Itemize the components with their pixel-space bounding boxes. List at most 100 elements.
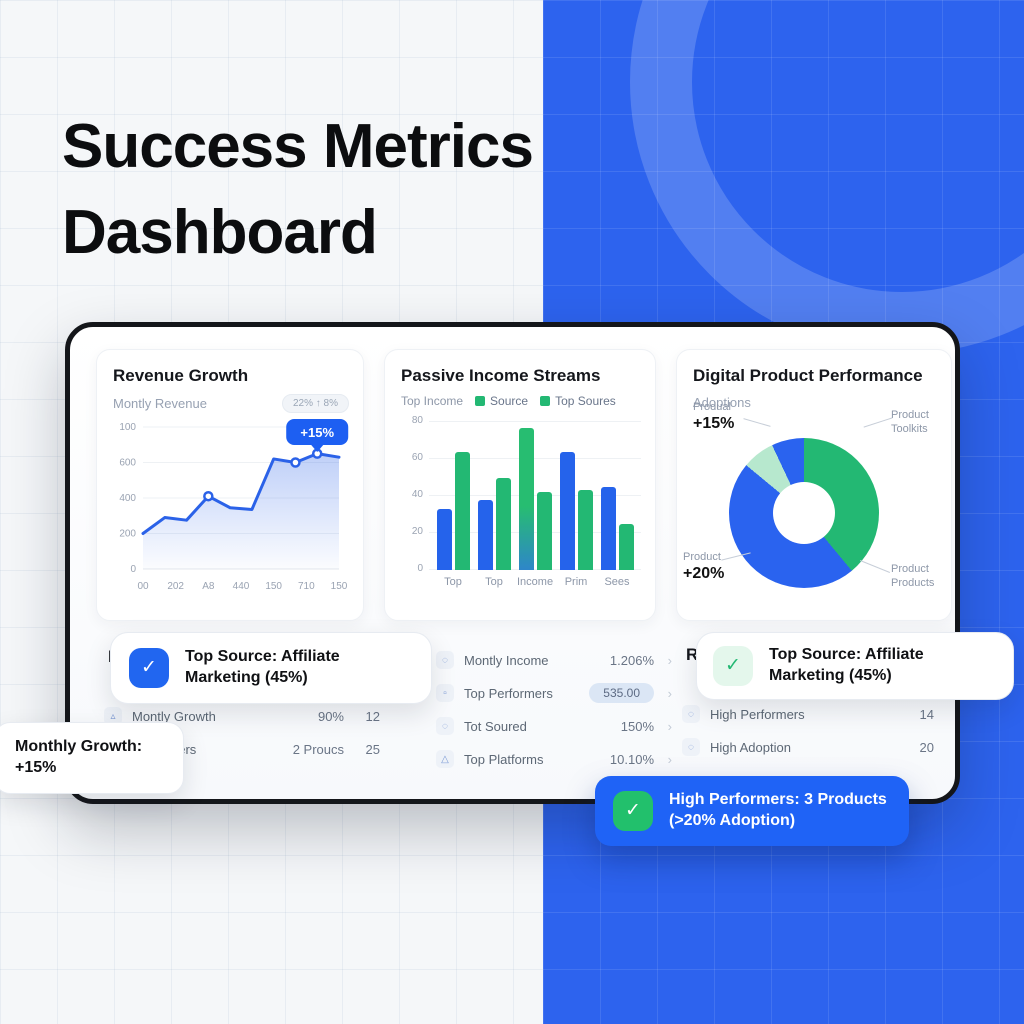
bar-category-label: Prim <box>564 576 588 588</box>
bar <box>454 451 470 570</box>
chevron-right-icon[interactable]: › <box>667 685 672 701</box>
callout-top-source-blue[interactable]: ✓ Top Source: Affiliate Marketing (45%) <box>110 632 432 704</box>
list-item[interactable]: ▵ Montly Growth 90% 12 <box>104 705 380 727</box>
y-tick-label: 200 <box>119 529 136 540</box>
y-tick-label: 400 <box>119 493 136 504</box>
panel-title: Passive Income Streams <box>401 366 601 385</box>
chevron-right-icon[interactable]: › <box>667 718 672 734</box>
donut-label-text: Product <box>891 563 929 575</box>
list-item[interactable]: ◌ High Performers 14 <box>682 703 934 725</box>
donut-chart <box>729 438 879 588</box>
bar-category-label: Income <box>517 576 554 588</box>
bar <box>518 427 534 570</box>
decorative-ring <box>630 0 1024 354</box>
row-label: Top Platforms <box>464 751 544 767</box>
green-swatch-icon <box>475 396 486 406</box>
legend-label: Source <box>490 394 529 408</box>
bar-group <box>599 422 635 570</box>
donut-label-text: Product <box>683 551 721 563</box>
bar-chart-legend: Top Income Source Top Soures <box>401 394 641 408</box>
gridline: 80 <box>412 415 641 426</box>
stats-heading-right: R <box>686 645 699 664</box>
row-count: 14 <box>919 706 934 722</box>
bar-group <box>558 422 594 570</box>
line-chart-svg: 100 600 400 200 000 202 A8 440 150 710 150 +15% <box>119 419 349 592</box>
legend-label: Top Soures <box>555 394 616 408</box>
row-value: 535.00 <box>589 683 654 703</box>
bar <box>436 508 452 570</box>
row-label: High Adoption <box>710 739 791 755</box>
stats-rows-right: ◌ High Performers 14 ◌ High Adoption 20 <box>682 703 934 758</box>
callout-text: High Performers: 3 Products (>20% Adopti… <box>669 791 887 829</box>
circle-icon: ◌ <box>436 651 454 669</box>
callout-top-source-green[interactable]: ✓ Top Source: Affiliate Marketing (45%) <box>696 632 1014 700</box>
donut-label-text: Product <box>891 409 929 421</box>
bar-chart-x-labels: Top Top Income Prim Sees <box>429 576 641 588</box>
x-tick-label: 00 <box>137 581 149 592</box>
bar <box>618 523 634 570</box>
y-tick-label: 600 <box>119 458 136 469</box>
page-title: Success Metrics Dashboard <box>62 112 534 267</box>
donut-label-bottom-left: Product +20% <box>683 550 724 585</box>
row-count: 12 <box>365 708 380 724</box>
triangle-icon: ▵ <box>104 707 122 725</box>
chevron-right-icon[interactable]: › <box>667 751 672 767</box>
bar-category-label: Top <box>444 576 462 588</box>
list-item[interactable]: ◌ High Adoption 20 <box>682 736 934 758</box>
x-tick-label: 150 <box>331 581 348 592</box>
chevron-right-icon[interactable]: › <box>667 652 672 668</box>
circle-icon: ◌ <box>682 705 700 723</box>
row-value: 10.10% <box>609 751 654 767</box>
gridline: 20 <box>412 526 641 537</box>
panel-subtitle: Montly Revenue <box>113 396 207 411</box>
bar <box>495 477 511 570</box>
revenue-line-chart: 100 600 400 200 0 00 202 A8 440 150 710 150 +15% <box>113 419 349 616</box>
list-item[interactable]: △ Top Platforms 10.10% › <box>436 748 672 770</box>
panel-subtitle: Adoptions <box>693 395 751 410</box>
row-value: 2 Proucs <box>292 741 344 757</box>
square-icon: ▫ <box>436 684 454 702</box>
check-icon: ✓ <box>713 645 753 686</box>
bar-category-label: Top <box>485 576 503 588</box>
row-label: High Performers <box>710 706 805 722</box>
y-tick-label: 0 <box>130 564 136 575</box>
dashboard-card: Revenue Growth Montly Revenue 22% ↑ 8% 1… <box>65 322 960 804</box>
bar <box>577 490 593 570</box>
gridline: 40 <box>412 489 641 500</box>
x-tick-label: 202 <box>167 581 184 592</box>
list-item[interactable]: ◌ Tot Soured 150% › <box>436 715 672 737</box>
row-label: Top Performers <box>464 685 553 701</box>
list-item[interactable]: ▫ Top Performers 535.00 › <box>436 682 672 704</box>
legend-muted-label: Top Income <box>401 394 464 408</box>
x-tick-label: 150 <box>265 581 282 592</box>
list-item[interactable]: ◌ Montly Income 1.206% › <box>436 649 672 671</box>
y-tick-label: 40 <box>411 489 423 500</box>
gridline: 0 <box>417 563 641 574</box>
donut-label-bottom-right: Product Products <box>891 562 934 591</box>
callout-text: Top Source: Affiliate Marketing (45%) <box>185 648 340 686</box>
y-tick-label: 0 <box>417 563 423 574</box>
donut-label-text: Products <box>891 577 935 590</box>
callout-text: Top Source: Affiliate Marketing (45%) <box>769 646 924 684</box>
label-connector <box>743 418 771 427</box>
panel-passive-income: Passive Income Streams Top Income Source… <box>384 349 656 621</box>
panel-title: Revenue Growth <box>113 366 249 385</box>
legend-item-top-sources: Top Soures <box>540 394 616 408</box>
y-tick-label: 20 <box>411 526 423 537</box>
bar-group <box>435 422 471 570</box>
bar-category-label: Sees <box>604 576 630 588</box>
check-icon: ✓ <box>613 790 653 831</box>
callout-monthly-growth[interactable]: Monthly Growth: +15% <box>0 722 184 794</box>
bar <box>559 451 575 570</box>
circle-icon: ◌ <box>436 717 454 735</box>
chart-tooltip: +15% <box>300 425 334 440</box>
bar-chart-plot: 80 60 40 20 0 <box>412 415 641 574</box>
donut-label-text: Toolkits <box>891 423 928 436</box>
triangle-icon: △ <box>436 750 454 768</box>
callout-high-performers[interactable]: ✓ High Performers: 3 Products (>20% Adop… <box>595 776 909 846</box>
bar <box>477 499 493 570</box>
x-tick-label: 710 <box>298 581 315 592</box>
gridline: 60 <box>412 452 641 463</box>
donut-label-top-right: Product Toolkits <box>891 408 929 437</box>
label-connector <box>863 417 893 428</box>
